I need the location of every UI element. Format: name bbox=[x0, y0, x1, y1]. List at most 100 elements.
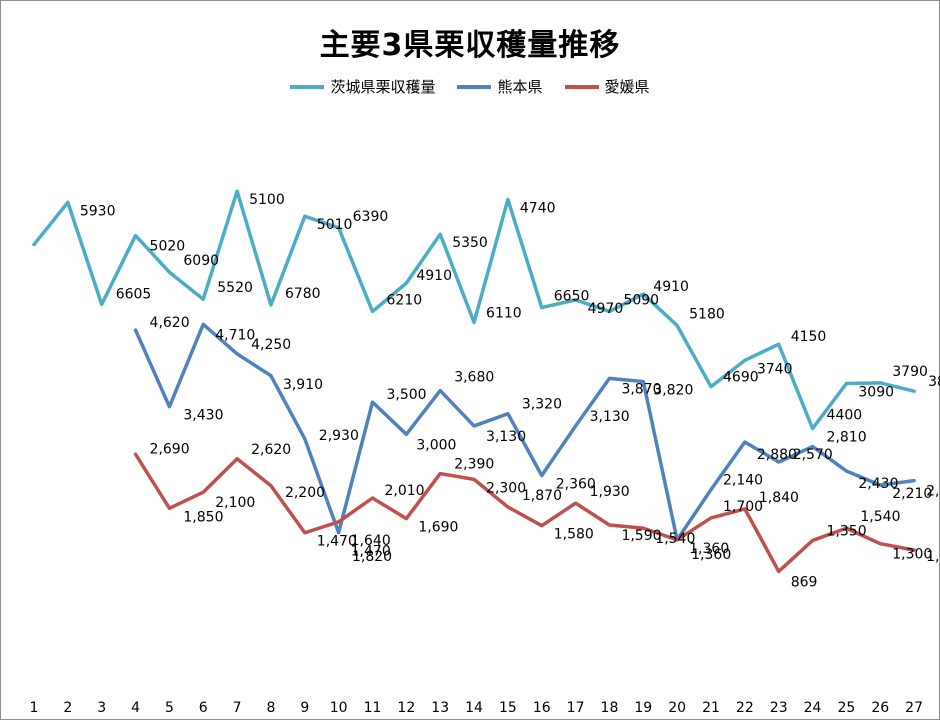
data-label: 3,910 bbox=[283, 377, 323, 393]
x-tick-label: 2 bbox=[63, 700, 72, 716]
data-label: 4690 bbox=[723, 370, 759, 386]
x-tick-label: 15 bbox=[499, 700, 517, 716]
data-label: 1,540 bbox=[655, 531, 695, 547]
x-tick-label: 20 bbox=[668, 700, 686, 716]
data-label: 1,590 bbox=[621, 528, 661, 544]
data-label: 1,930 bbox=[590, 484, 630, 500]
data-label: 869 bbox=[791, 574, 818, 590]
data-label: 3,500 bbox=[387, 387, 427, 403]
x-tick-label: 26 bbox=[871, 700, 889, 716]
x-tick-label: 4 bbox=[131, 700, 140, 716]
data-label: 5350 bbox=[452, 235, 488, 251]
data-label: 1,470 bbox=[351, 544, 391, 560]
legend-label-ibaraki: 茨城県栗収穫量 bbox=[330, 78, 436, 96]
data-label: 2,620 bbox=[251, 442, 291, 458]
x-tick-label: 18 bbox=[601, 700, 619, 716]
data-label: 3,870 bbox=[621, 381, 661, 397]
legend-item-ibaraki: 茨城県栗収穫量 bbox=[290, 76, 435, 97]
data-label: 4150 bbox=[791, 329, 827, 345]
legend-swatch-ehime bbox=[564, 84, 599, 89]
x-tick-label: 25 bbox=[837, 700, 855, 716]
data-label: 2,200 bbox=[285, 485, 325, 501]
data-label: 4740 bbox=[520, 201, 556, 217]
data-label: 1,470 bbox=[317, 534, 357, 550]
data-label: 3,430 bbox=[183, 408, 223, 424]
data-label: 6605 bbox=[116, 286, 152, 302]
data-label: 2,210 bbox=[892, 486, 932, 502]
data-label: 3800 bbox=[928, 374, 940, 390]
data-label: 2,390 bbox=[454, 457, 494, 473]
data-label: 5520 bbox=[217, 280, 253, 296]
data-label: 5180 bbox=[689, 307, 725, 323]
data-label: 3,130 bbox=[590, 409, 630, 425]
x-tick-label: 23 bbox=[770, 700, 788, 716]
x-tick-label: 14 bbox=[465, 700, 483, 716]
data-label: 1,870 bbox=[522, 488, 562, 504]
x-tick-label: 12 bbox=[397, 700, 415, 716]
data-label: 6780 bbox=[285, 286, 321, 302]
data-label: 6650 bbox=[554, 289, 590, 305]
data-label: 1,700 bbox=[723, 499, 763, 515]
data-label: 2,140 bbox=[723, 473, 763, 489]
x-tick-label: 9 bbox=[300, 700, 309, 716]
series-line-1 bbox=[32, 189, 916, 431]
data-label: 1,820 bbox=[352, 549, 392, 565]
x-tick-label: 3 bbox=[97, 700, 106, 716]
series-line-2 bbox=[133, 322, 916, 542]
x-tick-label: 22 bbox=[736, 700, 754, 716]
legend: 茨城県栗収穫量 熊本県 愛媛県 bbox=[0, 76, 940, 97]
x-tick-label: 27 bbox=[905, 700, 923, 716]
data-label: 2,880 bbox=[757, 447, 797, 463]
data-label: 4970 bbox=[588, 301, 624, 317]
data-label: 5930 bbox=[80, 203, 116, 219]
data-label: 6090 bbox=[183, 253, 219, 269]
legend-item-kumamoto: 熊本県 bbox=[457, 76, 543, 97]
data-label: 2,690 bbox=[150, 441, 190, 457]
legend-swatch-kumamoto bbox=[457, 84, 492, 89]
data-label: 1,850 bbox=[183, 509, 223, 525]
data-label: 6390 bbox=[353, 209, 389, 225]
x-tick-label: 16 bbox=[533, 700, 551, 716]
data-label: 1,640 bbox=[351, 533, 391, 549]
x-tick-label: 11 bbox=[364, 700, 382, 716]
x-tick-label: 5 bbox=[165, 700, 174, 716]
data-label: 1,580 bbox=[554, 527, 594, 543]
x-tick-label: 8 bbox=[266, 700, 275, 716]
x-tick-label: 17 bbox=[567, 700, 585, 716]
series-line-3 bbox=[133, 452, 916, 574]
data-label: 5010 bbox=[317, 217, 353, 233]
data-label: 2,430 bbox=[858, 476, 898, 492]
data-label: 1,350 bbox=[827, 523, 867, 539]
x-tick-label: 7 bbox=[233, 700, 242, 716]
data-label: 3790 bbox=[892, 364, 928, 380]
data-label: 1,300 bbox=[892, 547, 932, 563]
data-label: 1,360 bbox=[691, 547, 731, 563]
data-label: 5020 bbox=[150, 239, 186, 255]
legend-item-ehime: 愛媛県 bbox=[564, 76, 650, 97]
data-label: 2,810 bbox=[827, 430, 867, 446]
x-tick-label: 10 bbox=[330, 700, 348, 716]
legend-swatch-ibaraki bbox=[290, 84, 325, 89]
data-label: 2,100 bbox=[215, 495, 255, 511]
legend-label-ehime: 愛媛県 bbox=[604, 78, 650, 96]
data-label: 1,690 bbox=[418, 520, 458, 536]
data-label: 3,820 bbox=[653, 383, 693, 399]
data-label: 6110 bbox=[486, 305, 522, 321]
data-label: 4910 bbox=[416, 268, 452, 284]
data-label: 2,280 bbox=[926, 484, 940, 500]
data-label: 1,540 bbox=[860, 509, 900, 525]
data-label: 3090 bbox=[858, 384, 894, 400]
x-tick-label: 19 bbox=[634, 700, 652, 716]
data-label: 3,130 bbox=[486, 429, 526, 445]
data-label: 2,930 bbox=[319, 428, 359, 444]
chart-title: 主要3県栗収穫量推移 bbox=[319, 28, 621, 63]
data-label: 4910 bbox=[653, 279, 689, 295]
data-label: 5100 bbox=[249, 192, 285, 208]
x-tick-label: 21 bbox=[702, 700, 720, 716]
legend-label-kumamoto: 熊本県 bbox=[497, 78, 543, 96]
x-tick-label: 6 bbox=[199, 700, 208, 716]
data-label: 4,710 bbox=[215, 327, 255, 343]
data-label: 4,620 bbox=[150, 315, 190, 331]
data-label: 3,680 bbox=[454, 370, 494, 386]
